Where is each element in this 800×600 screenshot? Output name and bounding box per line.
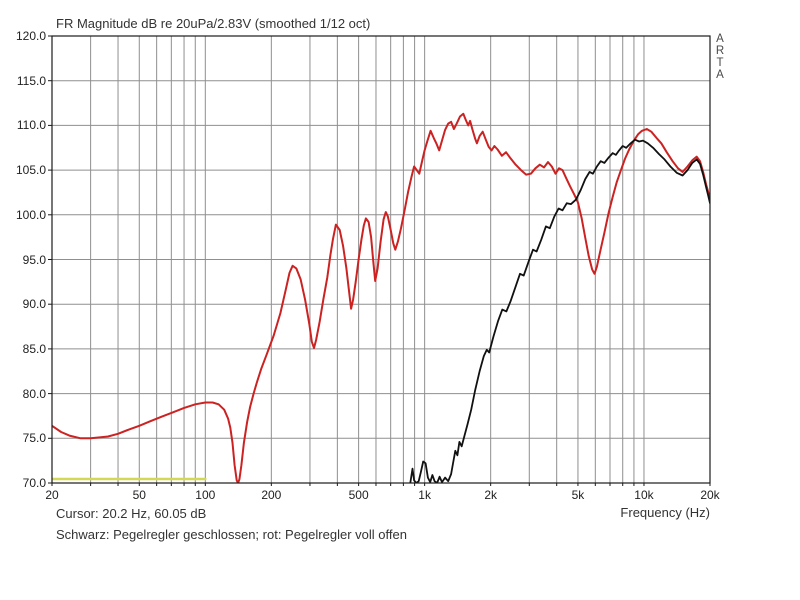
x-axis-tick-label: 1k	[418, 488, 431, 502]
x-axis-tick-label: 10k	[634, 488, 654, 502]
x-axis-tick-label: 20	[45, 488, 59, 502]
y-axis-tick-label: 100.0	[15, 207, 46, 222]
curve-pegelregler-geschlossen	[409, 138, 710, 484]
y-axis-tick-label: 75.0	[22, 431, 46, 446]
x-axis-tick-label: 20k	[700, 488, 720, 502]
y-axis-tick-label: 80.0	[22, 386, 46, 401]
cursor-readout: Cursor: 20.2 Hz, 60.05 dB	[56, 506, 207, 521]
legend-text: Schwarz: Pegelregler geschlossen; rot: P…	[56, 527, 407, 542]
x-axis-tick-label: 200	[261, 488, 282, 502]
y-axis-tick-label: 70.0	[22, 476, 46, 490]
y-axis-tick-label: 90.0	[22, 297, 46, 312]
y-axis-tick-label: 95.0	[22, 252, 46, 267]
plot-border	[51, 35, 711, 484]
y-axis-tick-label: 115.0	[16, 73, 46, 88]
x-axis-tick-label: 100	[195, 488, 216, 502]
curve-pegelregler-voll-offen	[52, 112, 710, 484]
y-axis-tick-label: 120.0	[15, 29, 46, 43]
arta-watermark: A R T A	[715, 33, 725, 81]
y-axis-tick-label: 105.0	[15, 163, 46, 178]
x-axis-tick-label: 500	[348, 488, 369, 502]
plot-title: FR Magnitude dB re 20uPa/2.83V (smoothed…	[56, 16, 371, 31]
x-axis-tick-label: 50	[132, 488, 146, 502]
y-axis-tick-label: 110.0	[16, 118, 46, 133]
x-axis-title: Frequency (Hz)	[620, 505, 710, 520]
x-axis-tick-label: 2k	[484, 488, 497, 502]
x-axis-tick-label: 5k	[571, 488, 585, 502]
y-axis-tick-label: 85.0	[22, 341, 46, 356]
